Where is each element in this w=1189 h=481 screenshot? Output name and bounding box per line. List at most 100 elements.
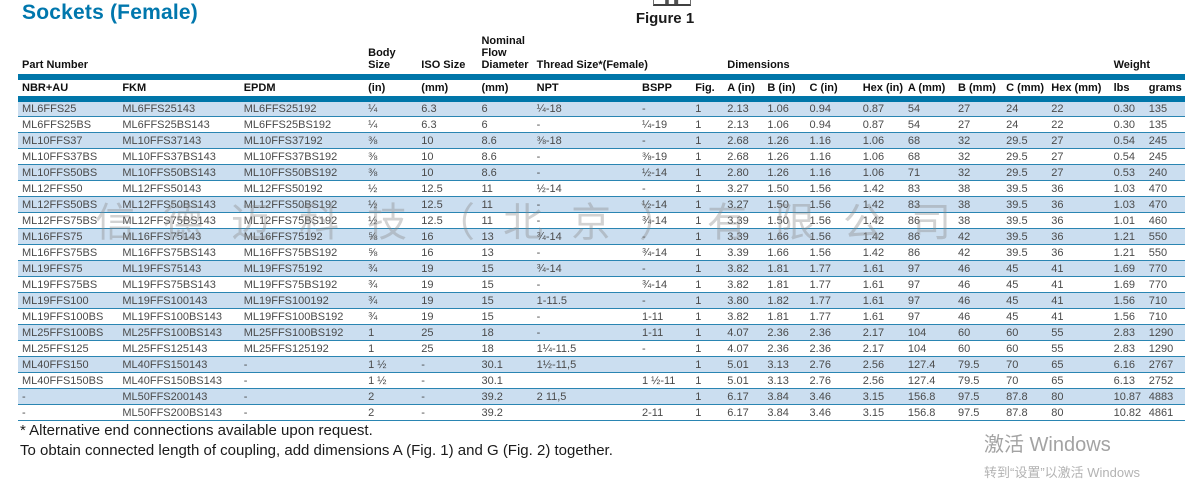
table-cell: ML12FFS50BS143 bbox=[118, 196, 240, 213]
table-cell: 83 bbox=[903, 180, 954, 197]
table-cell: 27 bbox=[1047, 164, 1110, 181]
table-cell: - bbox=[532, 276, 638, 293]
table-cell: 46 bbox=[954, 292, 1003, 309]
table-cell: ¾-14 bbox=[638, 212, 692, 229]
table-cell: 87.8 bbox=[1002, 404, 1048, 421]
table-cell: 3.39 bbox=[723, 212, 764, 229]
table-cell: ML50FFS200BS143 bbox=[118, 404, 240, 421]
table-cell: 2.83 bbox=[1109, 324, 1145, 341]
table-cell: 19 bbox=[417, 292, 478, 309]
table-cell: 0.87 bbox=[858, 99, 904, 117]
table-cell: 6.13 bbox=[1109, 372, 1145, 389]
table-cell: ML19FFS100BS143 bbox=[118, 308, 240, 325]
table-cell: ML12FFS75BS143 bbox=[118, 212, 240, 229]
table-cell: ML25FFS125192 bbox=[239, 340, 365, 357]
table-cell: ML19FFS100BS bbox=[18, 308, 119, 325]
table-cell: 1 bbox=[691, 276, 724, 293]
table-row: - ML50FFS200143-2-39.2 2 11,5 1 6.17 3.84 3.46… bbox=[18, 388, 1185, 405]
table-cell: 3.82 bbox=[723, 260, 764, 277]
table-cell: - bbox=[638, 340, 692, 357]
table-cell: 1.26 bbox=[763, 148, 806, 165]
table-cell: 45 bbox=[1002, 276, 1048, 293]
table-cell: 1.21 bbox=[1109, 244, 1145, 261]
table-cell: ML16FFS75BS143 bbox=[118, 244, 240, 261]
table-cell: ML19FFS75 bbox=[18, 260, 119, 277]
table-cell: ¼ bbox=[364, 99, 418, 117]
table-cell: 39.5 bbox=[1002, 196, 1048, 213]
table-cell: 6 bbox=[477, 99, 533, 117]
table-cell: 79.5 bbox=[954, 372, 1003, 389]
table-cell: 1 bbox=[691, 132, 724, 149]
table-row: ML40FFS150 ML40FFS150143-1 ½ -30.1 1½-11,5 1… bbox=[18, 356, 1185, 373]
table-cell: 550 bbox=[1144, 228, 1185, 245]
table-cell: 1 bbox=[691, 196, 724, 213]
table-cell: 1-11.5 bbox=[532, 292, 638, 309]
table-cell: 54 bbox=[903, 99, 954, 117]
table-cell: 1.61 bbox=[858, 260, 904, 277]
column-header-cell: C (mm) bbox=[1002, 77, 1048, 102]
table-cell: ML19FFS75192 bbox=[239, 260, 365, 277]
table-cell: 8.6 bbox=[477, 148, 533, 165]
table-row: ML16FFS75BS ML16FFS75BS143 ML16FFS75BS192 ⅝… bbox=[18, 244, 1185, 261]
table-row: ML19FFS100BS ML19FFS100BS143 ML19FFS100BS1… bbox=[18, 308, 1185, 325]
table-cell: ⅜ bbox=[364, 132, 418, 149]
table-cell: ML19FFS75BS143 bbox=[118, 276, 240, 293]
table-cell: ½-14 bbox=[638, 196, 692, 213]
table-cell: - bbox=[532, 308, 638, 325]
table-cell: 2.13 bbox=[723, 99, 764, 117]
table-cell: ML6FFS25BS143 bbox=[118, 116, 240, 133]
table-cell: 0.30 bbox=[1109, 99, 1145, 117]
table-cell: 46 bbox=[954, 260, 1003, 277]
table-cell: 1 bbox=[691, 148, 724, 165]
table-cell: 1 bbox=[364, 340, 418, 357]
table-cell: - bbox=[417, 404, 478, 421]
table-cell: ¼ bbox=[364, 116, 418, 133]
table-cell: 2.83 bbox=[1109, 340, 1145, 357]
table-cell: 4.07 bbox=[723, 340, 764, 357]
table-cell: 36 bbox=[1047, 228, 1110, 245]
table-cell: 1 bbox=[691, 308, 724, 325]
table-body: ML6FFS25 ML6FFS25143 ML6FFS25192 ¼ 6.3 6 ¼-18-… bbox=[18, 99, 1185, 421]
table-cell: 11 bbox=[477, 180, 533, 197]
column-header-cell: grams bbox=[1144, 77, 1185, 102]
table-cell: - bbox=[638, 260, 692, 277]
table-cell: - bbox=[417, 356, 478, 373]
table-cell: ML10FFS50BS143 bbox=[118, 164, 240, 181]
table-cell: ML50FFS200143 bbox=[118, 388, 240, 405]
table-cell: 1 bbox=[691, 356, 724, 373]
table-cell: - bbox=[239, 372, 365, 389]
table-cell: 3.46 bbox=[805, 404, 859, 421]
table-cell: 1290 bbox=[1144, 340, 1185, 357]
table-cell: ½ bbox=[364, 180, 418, 197]
table-cell: 1 bbox=[691, 324, 724, 341]
table-cell: ML25FFS100BS bbox=[18, 324, 119, 341]
table-cell: 38 bbox=[954, 196, 1003, 213]
table-cell: ML10FFS37BS192 bbox=[239, 148, 365, 165]
table-cell: ML12FFS50143 bbox=[118, 180, 240, 197]
table-cell: 16 bbox=[417, 228, 478, 245]
table-cell: 39.5 bbox=[1002, 212, 1048, 229]
table-cell: 41 bbox=[1047, 308, 1110, 325]
table-cell: 8.6 bbox=[477, 132, 533, 149]
table-cell: 10 bbox=[417, 132, 478, 149]
table-cell: - bbox=[239, 404, 365, 421]
table-cell: 1.81 bbox=[763, 308, 806, 325]
windows-activation-line1: 激活 Windows bbox=[984, 434, 1111, 456]
table-cell: 2.17 bbox=[858, 340, 904, 357]
table-cell: 1.61 bbox=[858, 276, 904, 293]
table-cell: ⅜ bbox=[364, 148, 418, 165]
table-cell: 22 bbox=[1047, 99, 1110, 117]
table-cell: ML25FFS100BS143 bbox=[118, 324, 240, 341]
table-cell: 41 bbox=[1047, 260, 1110, 277]
table-cell: 22 bbox=[1047, 116, 1110, 133]
table-cell: 39.5 bbox=[1002, 244, 1048, 261]
table-cell: 11 bbox=[477, 196, 533, 213]
column-header-cell: (in) bbox=[364, 77, 418, 102]
table-cell: - bbox=[532, 164, 638, 181]
group-header-cell: Weight bbox=[1109, 35, 1185, 80]
windows-activation-line2: 转到“设置”以激活 Windows bbox=[984, 465, 1141, 480]
table-cell: 1.50 bbox=[763, 212, 806, 229]
table-cell: 710 bbox=[1144, 292, 1185, 309]
table-cell: 86 bbox=[903, 244, 954, 261]
table-cell: 42 bbox=[954, 228, 1003, 245]
